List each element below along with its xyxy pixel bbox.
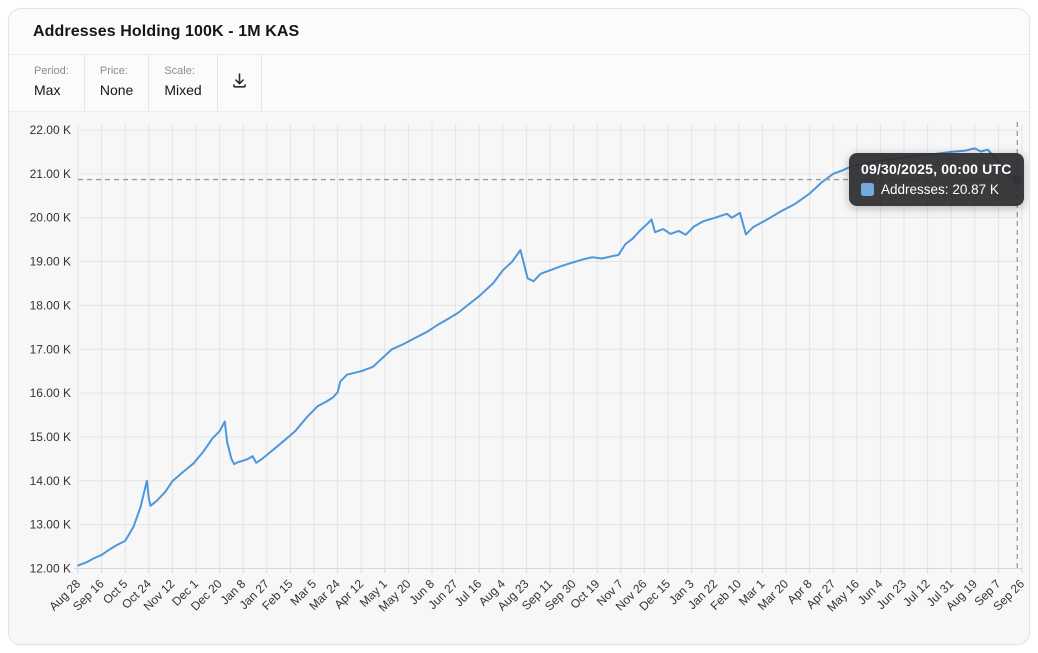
x-axis-label: Jul 16	[452, 576, 485, 609]
download-button[interactable]	[218, 55, 262, 111]
y-axis-label: 13.00 K	[30, 518, 71, 532]
period-value: Max	[34, 82, 61, 98]
price-selector[interactable]: Price: None	[85, 55, 150, 111]
series-line	[77, 147, 1019, 567]
price-value: None	[99, 82, 134, 98]
line-chart: 22.00 K 21.00 K 20.00 K 19.00 K 18.00 K 17.00…	[30, 122, 1027, 614]
toolbar-spacer	[262, 55, 1029, 111]
y-axis-label: 21.00 K	[30, 167, 71, 181]
scale-value: Mixed	[164, 82, 202, 98]
y-axis-label: 15.00 K	[30, 430, 71, 444]
y-axis-label: 17.00 K	[30, 342, 71, 356]
chart-plot-area[interactable]: 22.00 K 21.00 K 20.00 K 19.00 K 18.00 K 17.00…	[9, 112, 1029, 644]
y-axis-label: 16.00 K	[30, 386, 71, 400]
end-marker-dot	[1012, 175, 1022, 185]
page-title: Addresses Holding 100K - 1M KAS	[33, 23, 300, 40]
y-axis-label: 14.00 K	[30, 474, 71, 488]
chart-toolbar: Period: Max Price: None Scale: Mixed	[9, 55, 1029, 112]
chart-card: Addresses Holding 100K - 1M KAS Period: …	[8, 8, 1030, 645]
scale-selector[interactable]: Scale: Mixed	[149, 55, 218, 111]
price-label: Price:	[99, 65, 128, 77]
card-header: Addresses Holding 100K - 1M KAS	[9, 9, 1029, 55]
y-axis-label: 19.00 K	[30, 255, 71, 269]
period-label: Period:	[34, 65, 69, 77]
y-axis-label: 20.00 K	[30, 211, 71, 225]
period-selector[interactable]: Period: Max	[9, 55, 85, 111]
y-axis-label: 22.00 K	[30, 123, 71, 137]
y-axis-label: 18.00 K	[30, 298, 71, 312]
scale-label: Scale:	[164, 65, 195, 77]
y-axis-label: 12.00 K	[30, 562, 71, 576]
download-icon	[230, 71, 249, 95]
